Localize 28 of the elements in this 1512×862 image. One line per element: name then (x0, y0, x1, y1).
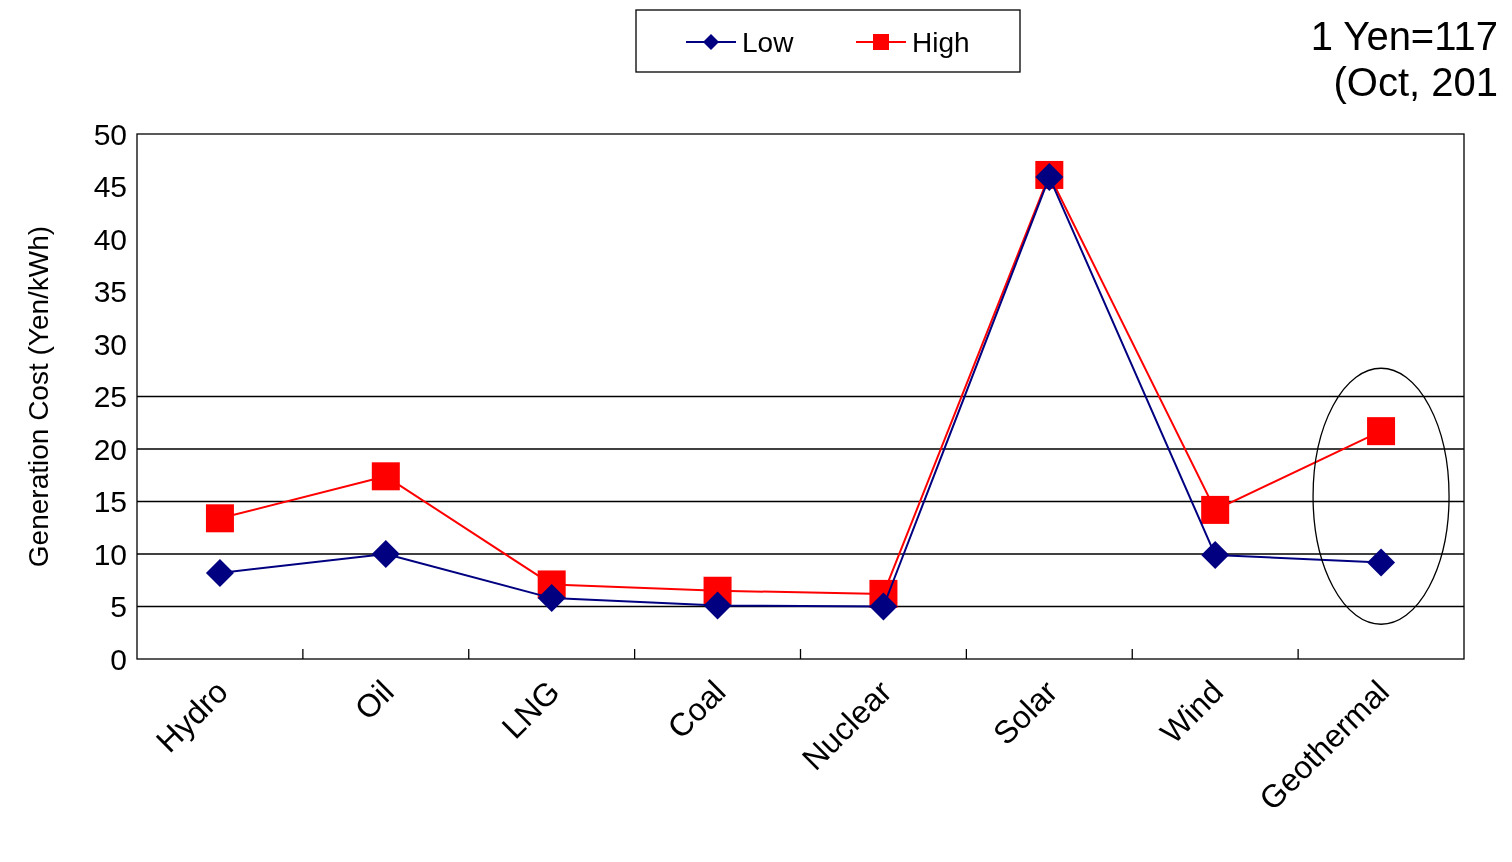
legend-label: Low (742, 26, 795, 58)
y-tick-label: 50 (93, 117, 127, 151)
y-tick-label: 15 (93, 485, 127, 518)
y-tick-label: 20 (93, 432, 127, 466)
y-tick-label: 45 (93, 170, 127, 203)
y-tick-label: 40 (93, 222, 127, 256)
point (537, 584, 566, 613)
text: (Oct, 201 (1333, 60, 1498, 104)
point (1201, 541, 1230, 570)
point (1367, 417, 1396, 446)
point (371, 540, 400, 568)
y-tick-label: 5 (110, 590, 127, 623)
x-tick-label: Oil (347, 673, 401, 727)
legend-label: High (912, 26, 970, 58)
y-tick-label: 25 (93, 380, 127, 413)
point (869, 592, 898, 621)
point (703, 591, 732, 620)
y-tick-label: 30 (93, 327, 127, 361)
point (1367, 548, 1396, 577)
y-axis-title: Generation Cost (Yen/kWh) (23, 225, 54, 568)
y-tick-label: 35 (93, 275, 127, 308)
y-tick-label: 10 (93, 537, 127, 571)
y-tick-label: 0 (110, 642, 127, 676)
point (205, 558, 234, 587)
point (205, 504, 234, 533)
text: 1 Yen=117 (1310, 14, 1498, 58)
point (371, 462, 400, 491)
point (1201, 495, 1230, 524)
